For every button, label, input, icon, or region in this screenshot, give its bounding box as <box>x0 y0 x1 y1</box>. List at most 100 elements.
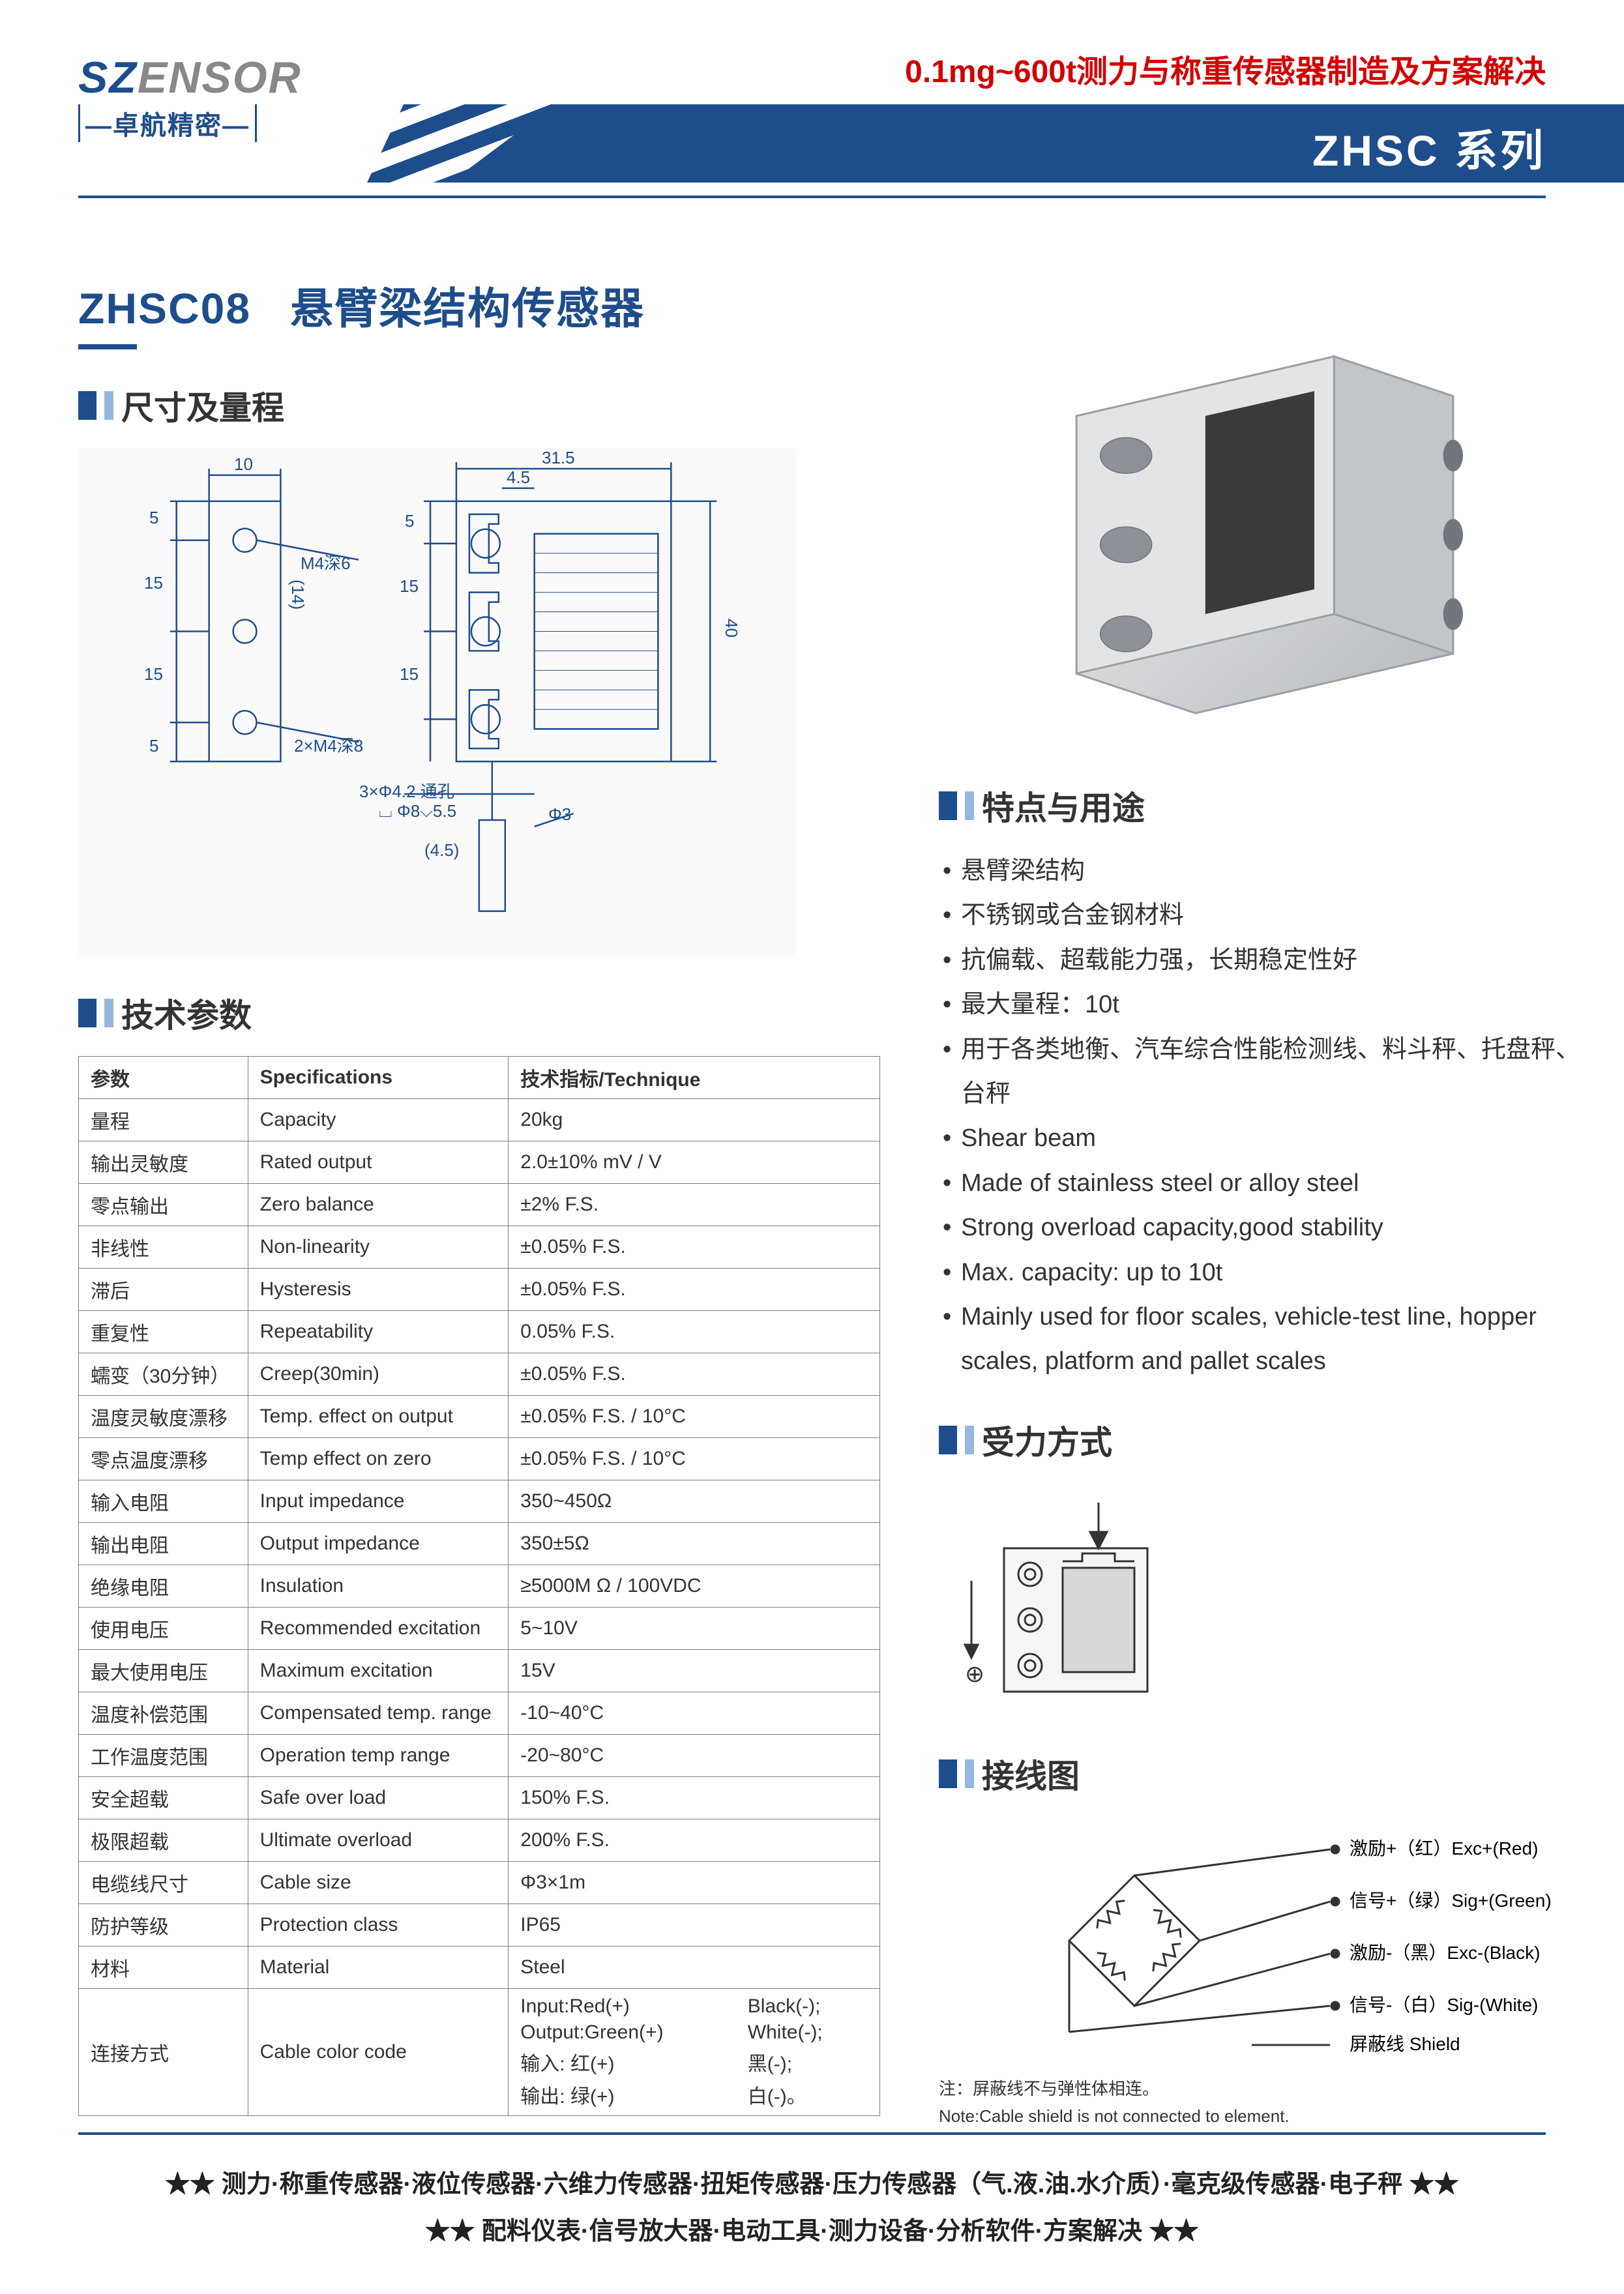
table-row: 防护等级Protection classIP65 <box>79 1904 880 1947</box>
dim-d2: 15 <box>144 573 163 593</box>
table-cell: Recommended excitation <box>248 1608 509 1650</box>
table-cell: IP65 <box>509 1904 880 1947</box>
section-marker-grey <box>965 1759 974 1788</box>
table-cell: Creep(30min) <box>248 1353 509 1396</box>
table-cell: 工作温度范围 <box>79 1735 248 1777</box>
table-cell: ±0.05% F.S. <box>509 1269 880 1311</box>
product-photo <box>939 280 1591 750</box>
spec-table: 参数 Specifications 技术指标/Technique 量程Capac… <box>78 1056 880 2116</box>
table-cell: Temp effect on zero <box>248 1438 509 1480</box>
table-row: 电缆线尺寸Cable sizeΦ3×1m <box>79 1862 880 1904</box>
table-cell: Repeatability <box>248 1311 509 1353</box>
table-cell: 0.05% F.S. <box>509 1311 880 1353</box>
wiring-sign: 信号-（白）Sig-(White) <box>1350 1995 1538 2015</box>
th-param: 参数 <box>79 1057 248 1099</box>
table-cell: 5~10V <box>509 1608 880 1650</box>
table-cell: ±0.05% F.S. <box>509 1226 880 1269</box>
table-cell: 极限超载 <box>79 1819 248 1862</box>
table-cell: ±0.05% F.S. <box>509 1353 880 1396</box>
product-photo-svg <box>1017 313 1513 717</box>
list-item: 悬臂梁结构 <box>943 849 1591 893</box>
section-marker-grey <box>965 791 974 820</box>
product-title: ZHSC08 悬臂梁结构传感器 <box>78 274 880 336</box>
wiring-sigp: 信号+（绿）Sig+(Green) <box>1350 1890 1552 1911</box>
section-specs-header: 技术参数 <box>78 990 880 1037</box>
table-cell: 重复性 <box>79 1311 248 1353</box>
table-cell: Rated output <box>248 1141 509 1184</box>
section-wiring-title: 接线图 <box>982 1750 1080 1797</box>
dim-f2: 15 <box>400 576 419 596</box>
table-row: 使用电压Recommended excitation5~10V <box>79 1608 880 1650</box>
table-cell: Cable size <box>248 1862 509 1904</box>
table-row: 非线性Non-linearity±0.05% F.S. <box>79 1226 880 1269</box>
dimension-diagram: 10 5 15 15 5 (14) M4深6 2×M4深8 31.5 4.5 4… <box>78 449 795 957</box>
table-cell: Steel <box>509 1947 880 1989</box>
logo-main: SZENSOR <box>78 52 302 103</box>
table-cell: Insulation <box>248 1565 509 1608</box>
section-force-header: 受力方式 <box>939 1417 1591 1463</box>
section-dims-header: 尺寸及量程 <box>78 382 880 429</box>
section-marker-blue <box>78 999 96 1027</box>
table-cell: -20~80°C <box>509 1735 880 1777</box>
dim-pind: Φ3 <box>548 804 571 825</box>
right-column: 特点与用途 悬臂梁结构不锈钢或合金钢材料抗偏载、超载能力强，长期稳定性好最大量程… <box>939 274 1591 2116</box>
dim-h: 40 <box>721 619 741 638</box>
logo: SZENSOR —卓航精密— <box>78 52 302 142</box>
table-cell: 最大使用电压 <box>79 1650 248 1692</box>
wiring-diagram: 激励+（红）Exc+(Red) 信号+（绿）Sig+(Green) 激励-（黑）… <box>939 1817 1591 2104</box>
wiring-note-cn: 注：屏蔽线不与弹性体相连。 <box>939 2076 1591 2100</box>
logo-text-a: SZ <box>78 53 138 102</box>
section-wiring-header: 接线图 <box>939 1750 1591 1797</box>
table-cell: Zero balance <box>248 1184 509 1226</box>
section-marker-blue <box>78 391 96 420</box>
footer: ★★ 测力·称重传感器·液位传感器·六维力传感器·扭矩传感器·压力传感器（气.液… <box>0 2113 1624 2255</box>
table-cell: Temp. effect on output <box>248 1396 509 1438</box>
table-cell: 防护等级 <box>79 1904 248 1947</box>
list-item: 用于各类地衡、汽车综合性能检测线、料斗秤、托盘秤、台秤 <box>943 1027 1591 1117</box>
wiring-excp: 激励+（红）Exc+(Red) <box>1350 1838 1538 1859</box>
table-row: 极限超载Ultimate overload200% F.S. <box>79 1819 880 1862</box>
product-code: ZHSC08 <box>78 284 251 332</box>
list-item: 抗偏载、超载能力强，长期稳定性好 <box>943 938 1591 982</box>
th-tech: 技术指标/Technique <box>509 1057 880 1099</box>
header: SZENSOR —卓航精密— 0.1mg~600t测力与称重传感器制造及方案解决… <box>0 0 1624 241</box>
table-cell: 200% F.S. <box>509 1819 880 1862</box>
table-row: 材料MaterialSteel <box>79 1947 880 1989</box>
series-band: ZHSC 系列 <box>450 104 1624 183</box>
product-name: 悬臂梁结构传感器 <box>290 284 645 332</box>
table-cell: 150% F.S. <box>509 1777 880 1819</box>
dim-mid: (14) <box>288 580 308 610</box>
footer-line1: ★★ 测力·称重传感器·液位传感器·六维力传感器·扭矩传感器·压力传感器（气.液… <box>0 2161 1624 2208</box>
section-marker-grey <box>104 999 113 1027</box>
force-diagram: ⊕ <box>939 1483 1200 1718</box>
list-item: Shear beam <box>943 1116 1591 1160</box>
table-cell: ±0.05% F.S. / 10°C <box>509 1438 880 1480</box>
table-cell: Compensated temp. range <box>248 1692 509 1735</box>
table-cell: Capacity <box>248 1099 509 1141</box>
dim-tap2: 2×M4深8 <box>294 733 363 757</box>
dim-wfront: 31.5 <box>542 448 575 468</box>
table-cell: 非线性 <box>79 1226 248 1269</box>
table-cell: 温度补偿范围 <box>79 1692 248 1735</box>
table-cell: Non-linearity <box>248 1226 509 1269</box>
table-cell: 使用电压 <box>79 1608 248 1650</box>
table-row: 重复性Repeatability0.05% F.S. <box>79 1311 880 1353</box>
table-row: 量程Capacity20kg <box>79 1099 880 1141</box>
table-cell: Hysteresis <box>248 1269 509 1311</box>
table-cell: 温度灵敏度漂移 <box>79 1396 248 1438</box>
table-cell: Cable color code <box>248 1989 509 2116</box>
header-underline <box>78 196 1546 198</box>
section-marker-grey <box>104 391 113 420</box>
dim-d4: 5 <box>149 736 158 756</box>
table-cell: 连接方式 <box>79 1989 248 2116</box>
series-label: ZHSC 系列 <box>1312 116 1546 179</box>
table-cell: 滞后 <box>79 1269 248 1311</box>
list-item: Mainly used for floor scales, vehicle-te… <box>943 1295 1591 1384</box>
section-dims-title: 尺寸及量程 <box>121 382 284 429</box>
table-cell: 电缆线尺寸 <box>79 1862 248 1904</box>
footer-line <box>78 2132 1546 2135</box>
table-cell: Safe over load <box>248 1777 509 1819</box>
dim-csk: ⌴ Φ8⌵5.5 <box>379 801 456 822</box>
table-row: 输出电阻Output impedance350±5Ω <box>79 1523 880 1565</box>
table-row: 最大使用电压Maximum excitation15V <box>79 1650 880 1692</box>
